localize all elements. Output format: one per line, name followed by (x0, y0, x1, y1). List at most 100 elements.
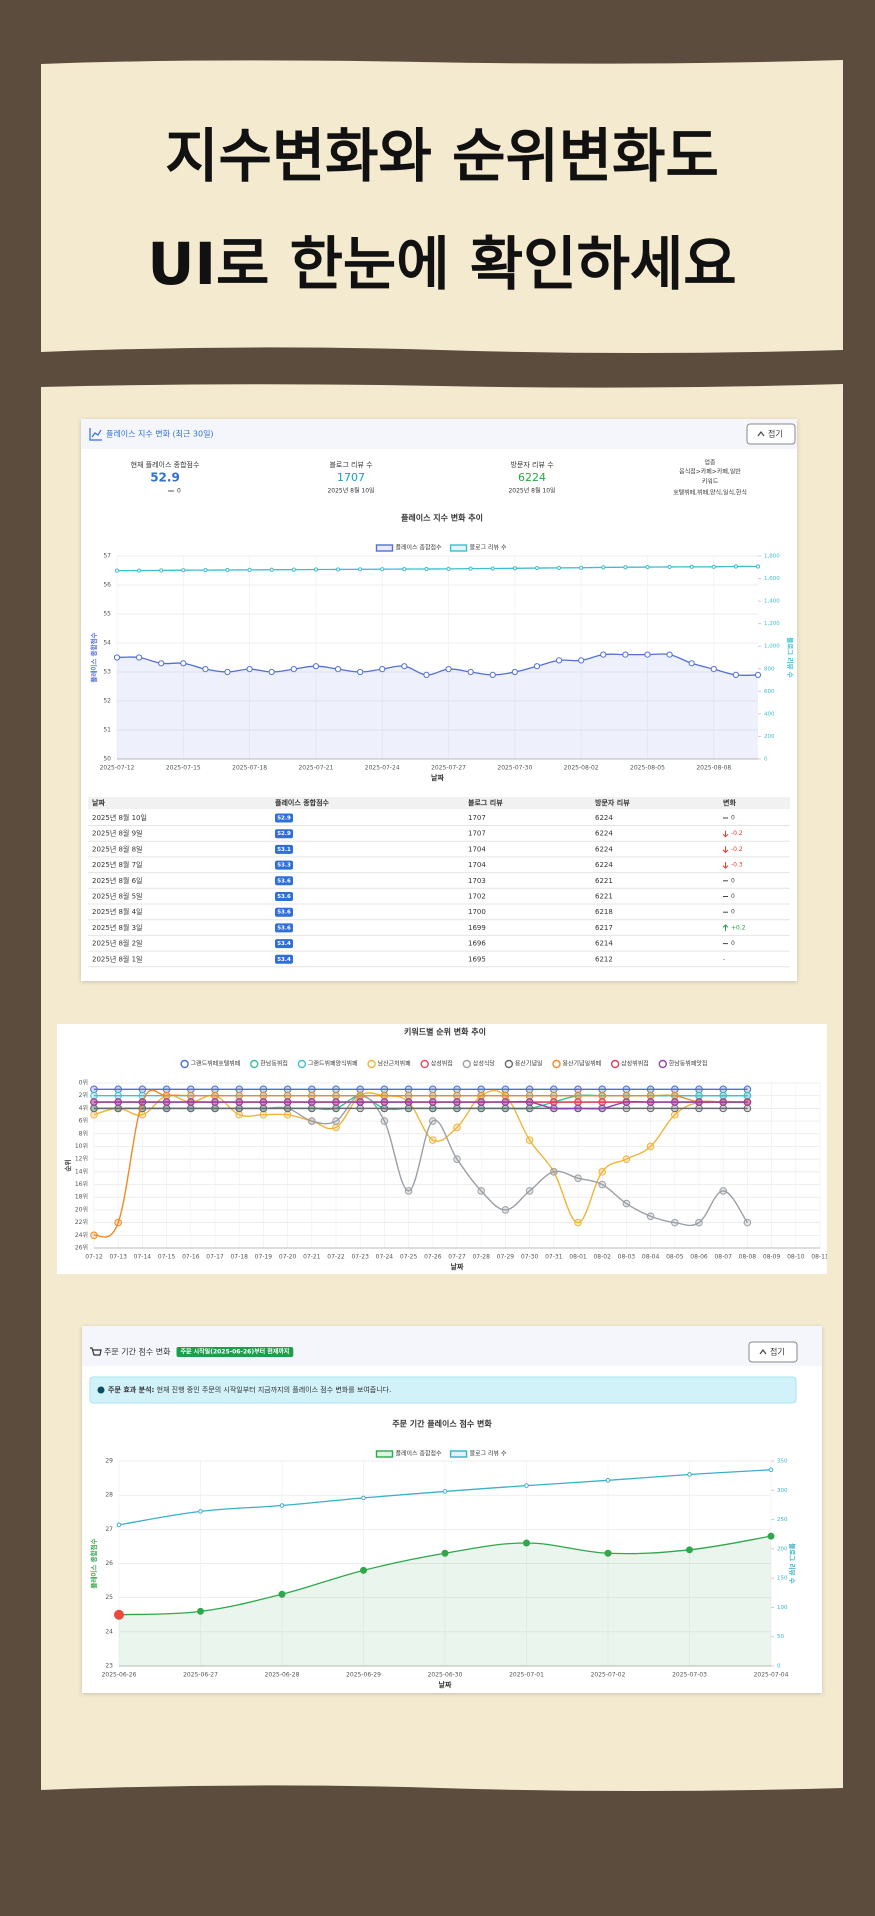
point (719, 1091, 728, 1100)
point (356, 1098, 365, 1106)
point (138, 1098, 147, 1106)
table-cell: 0 (731, 909, 735, 916)
x-tick-label: 08-05 (666, 1254, 684, 1261)
point (695, 1091, 703, 1100)
y2-tick-label: 800 (764, 666, 775, 672)
point (689, 564, 694, 569)
toggle-button[interactable] (746, 423, 796, 445)
point (113, 654, 121, 661)
point (361, 1495, 366, 1501)
point (666, 651, 673, 658)
point (512, 566, 517, 571)
point (622, 1091, 631, 1100)
y2-tick-label: 100 (777, 1605, 788, 1611)
x-tick-label: 2025-07-27 (431, 765, 466, 772)
x-tick-label: 2025-07-04 (754, 1672, 789, 1679)
point (137, 568, 142, 573)
x-tick-label: 07-18 (230, 1254, 248, 1261)
point (671, 1218, 679, 1227)
point (441, 1549, 449, 1557)
point (671, 1110, 679, 1119)
point (743, 1218, 752, 1227)
y2-tick-label: 350 (777, 1459, 788, 1465)
table-header-cell: 플레이스 종합점수 (275, 798, 330, 807)
point (601, 565, 606, 570)
y-tick-label: 8위 (79, 1129, 88, 1137)
toggle-label[interactable]: 접기 (768, 429, 783, 439)
table-cell: 1696 (468, 940, 486, 948)
point (332, 1104, 340, 1113)
point (453, 1123, 461, 1132)
table-cell: 53.3 (277, 863, 291, 869)
point (446, 566, 451, 571)
stat-value: 1707 (337, 471, 365, 484)
x-tick-label: 2025-08-08 (696, 765, 731, 772)
stat-label: 방문자 리뷰 수 (510, 460, 554, 469)
table-cell: 53.6 (277, 925, 291, 931)
point (453, 1098, 461, 1106)
point (158, 660, 165, 667)
table-cell: 6214 (595, 940, 613, 948)
point (768, 1467, 774, 1473)
legend-swatch (250, 1059, 259, 1069)
x-tick-label: 07-20 (279, 1254, 297, 1261)
point (695, 1098, 703, 1106)
legend-swatch (375, 1450, 394, 1458)
table-cell: 52.9 (277, 816, 291, 822)
point (501, 1206, 510, 1214)
toggle-label[interactable]: 접기 (770, 1347, 785, 1357)
y2-tick-label: 150 (777, 1576, 788, 1582)
point (686, 1546, 693, 1554)
table-cell: 2025년 8월 9일 (92, 829, 143, 838)
line (94, 1100, 748, 1110)
y-tick-label: 16위 (75, 1180, 88, 1188)
point (644, 651, 651, 658)
point (719, 1187, 728, 1195)
point (224, 668, 231, 676)
hero-title: 지수변화와 순위변화도 (165, 122, 719, 190)
point (114, 1609, 124, 1620)
y-tick-label: 28 (105, 1492, 113, 1499)
y-tick-label: 10위 (75, 1142, 88, 1150)
hero-title: UI로 한눈에 확인하세요 (147, 230, 736, 298)
y2-tick-label: 1,800 (764, 554, 780, 560)
point (453, 1091, 461, 1100)
point (211, 1104, 219, 1113)
x-tick-label: 08-04 (642, 1254, 660, 1261)
score-badge (275, 876, 293, 886)
point (235, 1098, 243, 1106)
table-header-cell: 날짜 (92, 798, 105, 807)
point (332, 1085, 340, 1094)
legend-swatch (552, 1059, 561, 1069)
table-cell: 53.6 (277, 878, 291, 884)
y-tick-label: 57 (103, 553, 111, 560)
y-axis-title: 플레이스 종합점수 (89, 1538, 98, 1588)
point (719, 1104, 728, 1113)
point (767, 1532, 775, 1540)
point (283, 1098, 292, 1106)
legend-item: 블로그 리뷰 수 (449, 1450, 507, 1458)
point (710, 666, 717, 673)
y2-tick-label: 1,000 (764, 644, 780, 650)
score-badge (275, 829, 293, 839)
chart-title: 플레이스 지수 변화 추이 (401, 513, 483, 523)
y-tick-label: 0위 (79, 1079, 88, 1087)
toggle-button[interactable] (748, 1341, 798, 1363)
point (187, 1085, 195, 1094)
legend-item: 용산기념일 (504, 1060, 543, 1069)
point (743, 1085, 752, 1094)
point (114, 1104, 122, 1113)
point (550, 1098, 558, 1106)
point (525, 1091, 534, 1100)
table-cell: - (723, 956, 725, 963)
stat-change: 0 (177, 488, 181, 495)
point (550, 1085, 558, 1094)
legend-item: 용산기념일뷔페 (552, 1059, 601, 1069)
y2-tick-label: 0 (764, 757, 768, 763)
point (511, 668, 518, 676)
point (579, 565, 584, 570)
table-cell: 1699 (468, 924, 486, 932)
